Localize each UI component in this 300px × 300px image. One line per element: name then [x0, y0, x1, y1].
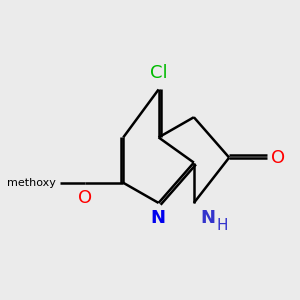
- Text: O: O: [271, 148, 285, 166]
- Text: H: H: [216, 218, 227, 233]
- Text: Cl: Cl: [150, 64, 167, 82]
- Text: N: N: [200, 209, 215, 227]
- Text: methoxy: methoxy: [7, 178, 56, 188]
- Text: O: O: [78, 189, 92, 207]
- Text: N: N: [150, 209, 165, 227]
